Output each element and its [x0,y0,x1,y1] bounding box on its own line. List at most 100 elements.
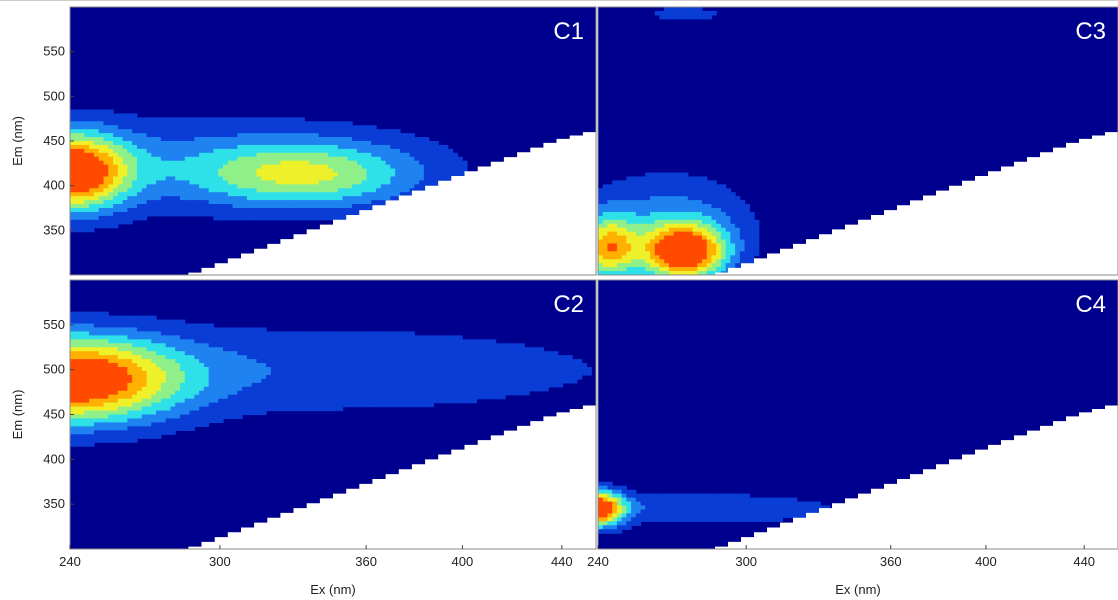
contour-cell [654,263,661,268]
contour-cell [309,137,315,142]
contour-cell [184,204,191,209]
contour-cell [285,160,291,166]
contour-cell [399,355,406,360]
contour-cell [194,327,200,333]
contour-cell [645,247,651,252]
panel-c3: C3 [597,6,1118,276]
contour-cell [447,160,454,166]
contour-cell [404,172,411,178]
contour-cell [151,374,157,380]
contour-cell [328,355,334,360]
contour-cell [79,156,85,162]
contour-cell [89,331,95,336]
contour-cell [598,188,604,193]
contour-cell [399,160,406,166]
contour-cell [203,168,210,174]
contour-cell [151,319,157,325]
contour-cell [251,402,258,408]
contour-cell [194,168,200,174]
contour-cell [261,133,267,138]
contour-cell [223,156,229,162]
contour-cell [275,339,281,344]
contour-cell [366,363,372,368]
contour-cell [754,235,760,241]
contour-cell [572,370,578,376]
contour-cell [309,180,315,185]
contour-cell [165,394,172,400]
contour-cell [113,355,119,360]
contour-cell [452,168,458,174]
contour-cell [664,223,670,229]
contour-cell [261,117,267,122]
contour-cell [304,200,310,205]
contour-cell [242,211,248,217]
contour-cell [246,327,253,333]
contour-cell [218,176,224,182]
contour-cell [251,390,258,396]
contour-cell [490,390,497,396]
contour-cell [184,406,191,412]
contour-cell [347,390,353,396]
contour-cell [232,196,238,201]
contour-cell [659,184,665,189]
contour-cell [294,117,301,122]
contour-cell [175,398,181,404]
contour-cell [208,200,215,205]
contour-cell [352,129,358,134]
contour-cell [84,363,90,368]
contour-cell [127,168,133,174]
contour-cell [635,251,642,256]
contour-cell [635,208,642,213]
contour-cell [490,359,497,364]
contour-cell [170,347,176,352]
contour-cell [399,141,406,146]
contour-cell [74,192,81,197]
contour-cell [256,152,262,158]
contour-cell [232,406,238,412]
contour-cell [739,259,746,264]
contour-cell [170,176,176,182]
contour-cell [203,343,210,348]
contour-cell [227,402,234,408]
contour-cell [136,211,143,217]
contour-cell [313,378,320,384]
contour-cell [664,267,670,272]
contour-cell [256,374,262,380]
contour-cell [227,374,234,380]
contour-cell [184,347,191,352]
contour-cell [103,343,109,348]
contour-cell [141,367,148,372]
contour-cell [175,211,181,217]
contour-cell [285,152,291,158]
contour-cell [654,188,661,193]
contour-cell [635,255,642,260]
contour-cell [237,347,243,352]
contour-cell [199,339,205,344]
contour-cell [543,359,549,364]
contour-cell [404,370,411,376]
contour-cell [74,422,81,427]
contour-cell [744,204,750,209]
contour-cell [309,351,315,356]
contour-cell [356,370,363,376]
contour-cell [194,331,200,336]
contour-cell [84,164,90,170]
contour-cell [659,215,665,221]
contour-cell [716,219,722,225]
contour-cell [457,335,463,340]
contour-cell [347,141,353,146]
contour-cell [635,271,642,275]
contour-cell [108,184,114,189]
contour-cell [117,351,124,356]
contour-cell [74,133,81,138]
contour-cell [304,378,310,384]
contour-cell [151,402,157,408]
contour-cell [462,347,468,352]
contour-cell [237,156,243,162]
contour-cell [103,184,109,189]
contour-cell [98,223,105,229]
contour-cell [84,386,90,392]
contour-cell [423,394,430,400]
contour-cell [476,359,482,364]
contour-cell [294,129,301,134]
